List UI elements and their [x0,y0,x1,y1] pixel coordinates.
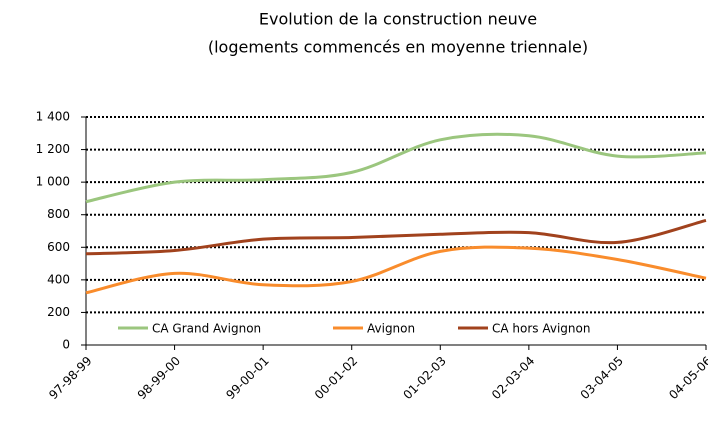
chart-title: Evolution de la construction neuve [259,10,537,29]
legend-label: Avignon [367,322,415,336]
series-line [85,132,707,204]
legend-label: CA Grand Avignon [152,322,261,336]
series-line [85,245,707,295]
y-tick-label: 400 [47,272,70,286]
series-line [85,218,707,256]
y-tick-label: 600 [47,240,70,254]
x-tick-label: 99-00-01 [223,354,271,402]
legend-label: CA hors Avignon [492,322,590,336]
y-tick-label: 1 000 [36,175,70,189]
y-tick-label: 0 [62,338,70,352]
y-tick-label: 1 200 [36,142,70,156]
legend: CA Grand Avignon Avignon CA hors Avignon [118,322,590,336]
x-tick-label: 98-99-00 [135,354,183,402]
y-tick-label: 800 [47,207,70,221]
y-tick-label: 1 400 [36,110,70,124]
x-tick-label: 97-98-99 [46,354,94,402]
x-tick-label: 03-04-05 [578,354,626,402]
x-tick-label: 00-01-02 [312,354,360,402]
x-tick-label: 02-03-04 [489,354,537,402]
x-tick-label: 01-02-03 [400,354,448,402]
chart-subtitle: (logements commencés en moyenne triennal… [208,38,588,57]
x-tick-label: 04-05-06 [666,354,708,402]
y-tick-label: 200 [47,305,70,319]
